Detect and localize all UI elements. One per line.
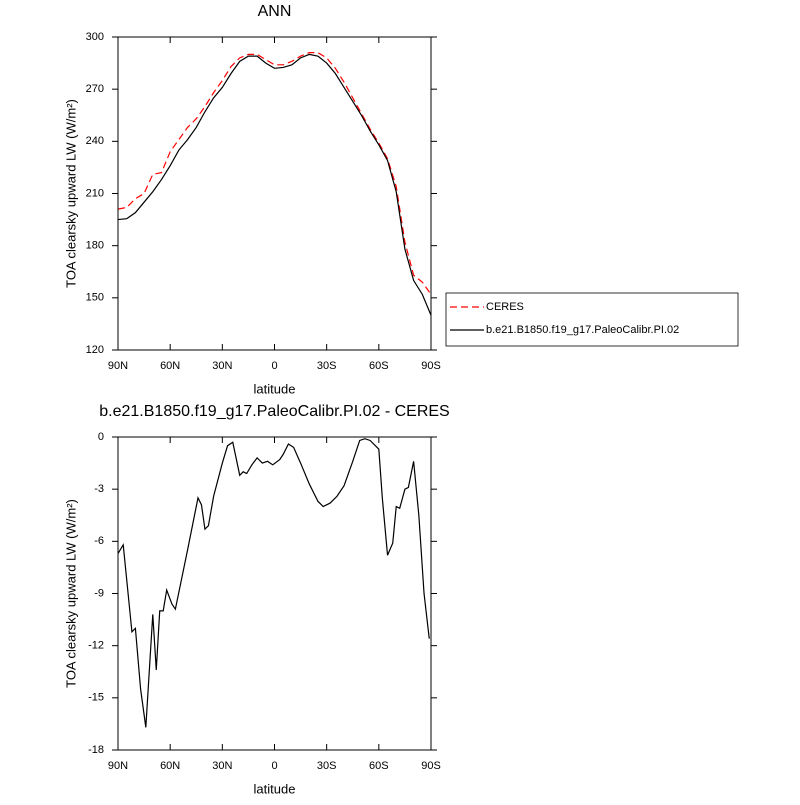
y-tick-label: 180 xyxy=(86,240,104,252)
y-tick-label: 210 xyxy=(86,187,104,199)
y-tick-label: 120 xyxy=(86,344,104,356)
x-tick-label: 90N xyxy=(108,360,128,372)
x-tick-label: 60N xyxy=(160,360,180,372)
x-tick-label: 0 xyxy=(271,760,277,772)
x-tick-label: 90S xyxy=(421,760,441,772)
y-axis-label: TOA clearsky upward LW (W/m²) xyxy=(63,99,78,288)
x-tick-label: 30S xyxy=(317,760,337,772)
y-tick-label: -6 xyxy=(94,535,104,547)
legend: CERES b.e21.B1850.f19_g17.PaleoCalibr.PI.… xyxy=(445,292,739,347)
y-tick-label: 150 xyxy=(86,292,104,304)
y-axis-label: TOA clearsky upward LW (W/m²) xyxy=(63,499,78,688)
plot-frame xyxy=(117,36,432,351)
chart-title: b.e21.B1850.f19_g17.PaleoCalibr.PI.02 - … xyxy=(99,403,449,420)
y-tick-label: -3 xyxy=(94,483,104,495)
x-tick-label: 30N xyxy=(212,360,232,372)
x-tick-label: 30N xyxy=(212,760,232,772)
x-tick-label: 30S xyxy=(317,360,337,372)
series-line xyxy=(117,52,432,295)
y-tick-label: 240 xyxy=(86,135,104,147)
y-tick-label: -15 xyxy=(88,692,104,704)
x-tick-label: 60N xyxy=(160,760,180,772)
chart-title: ANN xyxy=(258,3,292,20)
x-axis-label: latitude xyxy=(254,781,296,796)
x-tick-label: 60S xyxy=(369,760,389,772)
legend-label: CERES xyxy=(486,301,524,313)
x-tick-label: 90N xyxy=(108,760,128,772)
legend-box xyxy=(445,292,739,347)
series-line xyxy=(117,53,432,316)
y-tick-label: -12 xyxy=(88,640,104,652)
data-line xyxy=(117,438,430,728)
y-tick-label: 300 xyxy=(86,31,104,43)
x-tick-label: 90S xyxy=(421,360,441,372)
x-tick-label: 0 xyxy=(271,360,277,372)
y-tick-label: 270 xyxy=(86,83,104,95)
y-tick-label: 0 xyxy=(98,431,104,443)
y-tick-label: -18 xyxy=(88,744,104,756)
legend-label: b.e21.B1850.f19_g17.PaleoCalibr.PI.02 xyxy=(486,324,679,336)
x-tick-label: 60S xyxy=(369,360,389,372)
y-tick-label: -9 xyxy=(94,587,104,599)
plot-frame xyxy=(117,436,432,751)
x-axis-label: latitude xyxy=(254,381,296,396)
